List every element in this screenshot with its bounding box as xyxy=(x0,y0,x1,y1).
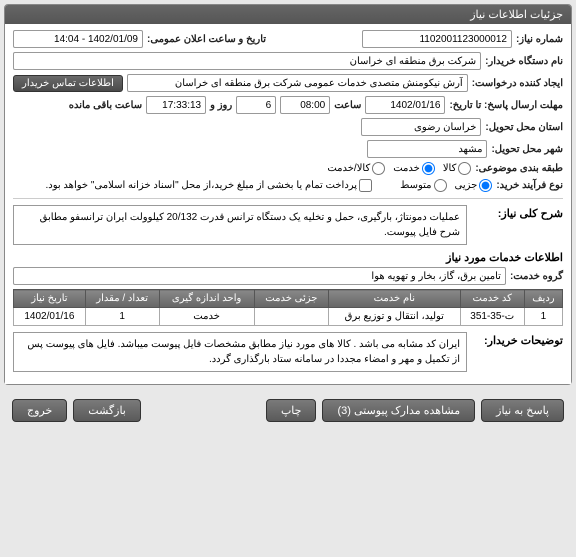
buyer-notes-label: توضیحات خریدار: xyxy=(473,332,563,347)
deadline-label: مهلت ارسال پاسخ: تا تاریخ: xyxy=(449,100,563,111)
radio-service[interactable] xyxy=(422,162,435,175)
attachments-button[interactable]: مشاهده مدارک پیوستی (3) xyxy=(322,399,475,422)
th-0: ردیف xyxy=(524,290,562,308)
group-label: گروه خدمت: xyxy=(510,271,563,282)
services-header: اطلاعات خدمات مورد نیاز xyxy=(13,251,563,264)
td-2: تولید، انتقال و توزیع برق xyxy=(329,308,461,326)
buyer-label: نام دستگاه خریدار: xyxy=(485,56,563,67)
contact-buyer-button[interactable]: اطلاعات تماس خریدار xyxy=(13,75,123,92)
radio-both[interactable] xyxy=(372,162,385,175)
td-6: 1402/01/16 xyxy=(14,308,86,326)
radio-medium-label: متوسط xyxy=(400,180,431,191)
th-1: کد خدمت xyxy=(460,290,524,308)
ann-date-label: تاریخ و ساعت اعلان عمومی: xyxy=(147,34,266,45)
creator-label: ایجاد کننده درخواست: xyxy=(472,78,563,89)
th-4: واحد اندازه گیری xyxy=(159,290,254,308)
city-label: شهر محل تحویل: xyxy=(491,144,563,155)
th-5: تعداد / مقدار xyxy=(85,290,159,308)
table-row: 1 ت-35-351 تولید، انتقال و توزیع برق خدم… xyxy=(14,308,563,326)
radio-medium[interactable] xyxy=(434,179,447,192)
deadline-date-field: 1402/01/16 xyxy=(365,96,445,114)
days-field: 6 xyxy=(236,96,276,114)
footer-buttons: پاسخ به نیاز مشاهده مدارک پیوستی (3) چاپ… xyxy=(4,391,572,430)
req-no-field: 1102001123000012 xyxy=(362,30,512,48)
th-6: تاریخ نیاز xyxy=(14,290,86,308)
td-5: 1 xyxy=(85,308,159,326)
remain-time-field: 17:33:13 xyxy=(146,96,206,114)
remain-label: ساعت باقی مانده xyxy=(69,100,142,111)
ann-date-field: 1402/01/09 - 14:04 xyxy=(13,30,143,48)
req-no-label: شماره نیاز: xyxy=(516,34,563,45)
days-label: روز و xyxy=(210,100,232,111)
description-box: عملیات دمونتاژ، بارگیری، حمل و تخلیه یک … xyxy=(13,205,467,245)
panel-body: شماره نیاز: 1102001123000012 تاریخ و ساع… xyxy=(5,24,571,384)
subject-type-label: طبقه بندی موضوعی: xyxy=(475,163,563,174)
radio-goods-label: کالا xyxy=(443,163,457,174)
exit-button[interactable]: خروج xyxy=(12,399,67,422)
table-header-row: ردیف کد خدمت نام خدمت جزئی خدمت واحد اند… xyxy=(14,290,563,308)
creator-field: آرش نیکومنش متصدی خدمات عمومی شرکت برق م… xyxy=(127,74,468,92)
panel-header: جزئیات اطلاعات نیاز xyxy=(5,5,571,24)
td-3 xyxy=(254,308,328,326)
radio-goods[interactable] xyxy=(458,162,471,175)
time-label-1: ساعت xyxy=(334,100,361,111)
group-field: تامین برق، گاز، بخار و تهویه هوا xyxy=(13,267,506,285)
radio-service-label: خدمت xyxy=(393,163,420,174)
purchase-type-group: جزیی متوسط xyxy=(400,179,492,192)
radio-both-label: کالا/خدمت xyxy=(327,163,370,174)
buyer-field: شرکت برق منطقه ای خراسان xyxy=(13,52,481,70)
buyer-notes-box: ایران کد مشابه می باشد . کالا های مورد ن… xyxy=(13,332,467,372)
info-panel: جزئیات اطلاعات نیاز شماره نیاز: 11020011… xyxy=(4,4,572,385)
payment-checkbox[interactable] xyxy=(359,179,372,192)
city-field: مشهد xyxy=(367,140,487,158)
purchase-type-label: نوع فرآیند خرید: xyxy=(496,180,563,191)
deadline-time-field: 08:00 xyxy=(280,96,330,114)
payment-check-label: پرداخت تمام یا بخشی از مبلغ خرید،از محل … xyxy=(45,180,357,191)
subject-type-group: کالا خدمت کالا/خدمت xyxy=(327,162,471,175)
province-field: خراسان رضوی xyxy=(361,118,481,136)
radio-small[interactable] xyxy=(479,179,492,192)
province-label: استان محل تحویل: xyxy=(485,122,563,133)
back-button[interactable]: بازگشت xyxy=(73,399,141,422)
th-3: جزئی خدمت xyxy=(254,290,328,308)
radio-small-label: جزیی xyxy=(455,180,478,191)
td-0: 1 xyxy=(524,308,562,326)
td-1: ت-35-351 xyxy=(460,308,524,326)
services-table: ردیف کد خدمت نام خدمت جزئی خدمت واحد اند… xyxy=(13,289,563,326)
print-button[interactable]: چاپ xyxy=(266,399,317,422)
td-4: خدمت xyxy=(159,308,254,326)
desc-label: شرح کلی نیاز: xyxy=(473,205,563,220)
th-2: نام خدمت xyxy=(329,290,461,308)
respond-button[interactable]: پاسخ به نیاز xyxy=(481,399,564,422)
